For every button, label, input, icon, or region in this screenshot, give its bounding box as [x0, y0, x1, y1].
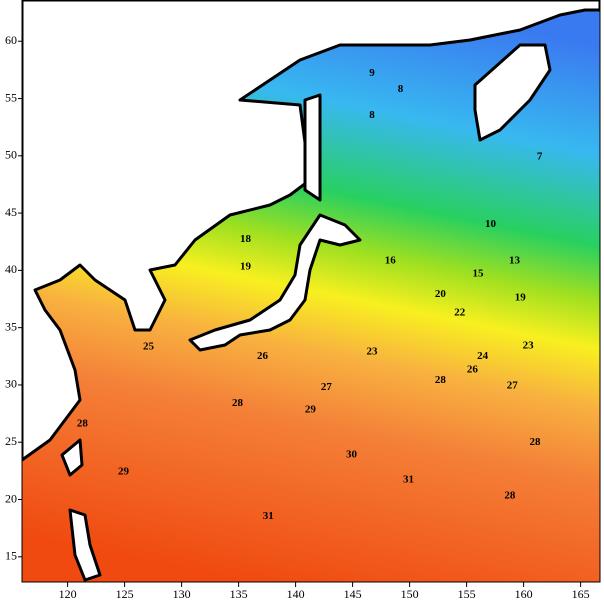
x-tick-label: 140 — [287, 587, 305, 601]
contour-label: 29 — [118, 466, 130, 478]
plot-frame — [21, 0, 601, 583]
contour-label: 27 — [321, 381, 333, 393]
map-area — [22, 0, 600, 582]
contour-label: 20 — [435, 288, 447, 300]
contour-label: 18 — [240, 233, 252, 245]
y-tick-label: 55 — [5, 90, 17, 104]
x-tick-label: 150 — [401, 587, 419, 601]
contour-label: 7 — [537, 150, 543, 162]
y-tick-label: 15 — [5, 549, 17, 563]
y-tick-label: 35 — [5, 319, 17, 333]
y-tick-label: 30 — [5, 377, 17, 391]
y-tick-label: 25 — [5, 434, 17, 448]
contour-label: 13 — [509, 255, 521, 267]
y-tick-label: 50 — [5, 148, 17, 162]
contour-label: 19 — [515, 291, 527, 303]
taiwan — [60, 438, 84, 477]
sakhalin — [303, 93, 322, 202]
x-tick-label: 120 — [59, 587, 77, 601]
x-tick-label: 155 — [458, 587, 476, 601]
contour-label: 28 — [530, 436, 542, 448]
contour-label: 28 — [232, 397, 244, 409]
contour-label: 24 — [477, 350, 489, 362]
mainland — [22, 0, 600, 462]
contour-label: 8 — [398, 83, 404, 95]
contour-label: 19 — [240, 260, 252, 272]
contour-label: 28 — [77, 417, 89, 429]
land — [22, 0, 600, 582]
contour-label: 28 — [435, 374, 447, 386]
contour-label: 29 — [305, 404, 317, 416]
x-tick-label: 165 — [572, 587, 590, 601]
y-tick-label: 45 — [5, 205, 17, 219]
x-tick-label: 125 — [116, 587, 134, 601]
contour-label: 30 — [346, 448, 358, 460]
contour-label: 9 — [369, 67, 375, 79]
contour-label: 26 — [257, 350, 269, 362]
y-tick-label: 60 — [5, 33, 17, 47]
philippines — [68, 508, 102, 582]
contour-label: 31 — [403, 474, 414, 486]
x-tick-label: 160 — [515, 587, 533, 601]
y-tick-label: 40 — [5, 262, 17, 276]
x-tick-label: 130 — [173, 587, 191, 601]
contour-label: 10 — [485, 218, 497, 230]
y-tick-label: 20 — [5, 491, 17, 505]
contour-label: 23 — [366, 345, 378, 357]
x-tick-label: 135 — [230, 587, 248, 601]
contour-label: 22 — [454, 306, 466, 318]
contour-label: 31 — [263, 510, 274, 522]
contour-label: 15 — [473, 267, 485, 279]
contour-label: 25 — [143, 341, 155, 353]
contour-label: 28 — [504, 490, 516, 502]
contour-label: 23 — [523, 340, 535, 352]
contour-label: 8 — [369, 109, 375, 121]
contour-labels: 7 8 8 9 10 13 15 16 18 19 19 20 22 23 23 24 26 26 27 27 28 28… — [77, 67, 543, 522]
contour-label: 26 — [467, 364, 479, 376]
contour-label: 27 — [507, 380, 519, 392]
japan — [188, 213, 362, 352]
kamchatka — [473, 43, 552, 142]
contour-label: 16 — [385, 255, 397, 267]
x-tick-label: 145 — [344, 587, 362, 601]
